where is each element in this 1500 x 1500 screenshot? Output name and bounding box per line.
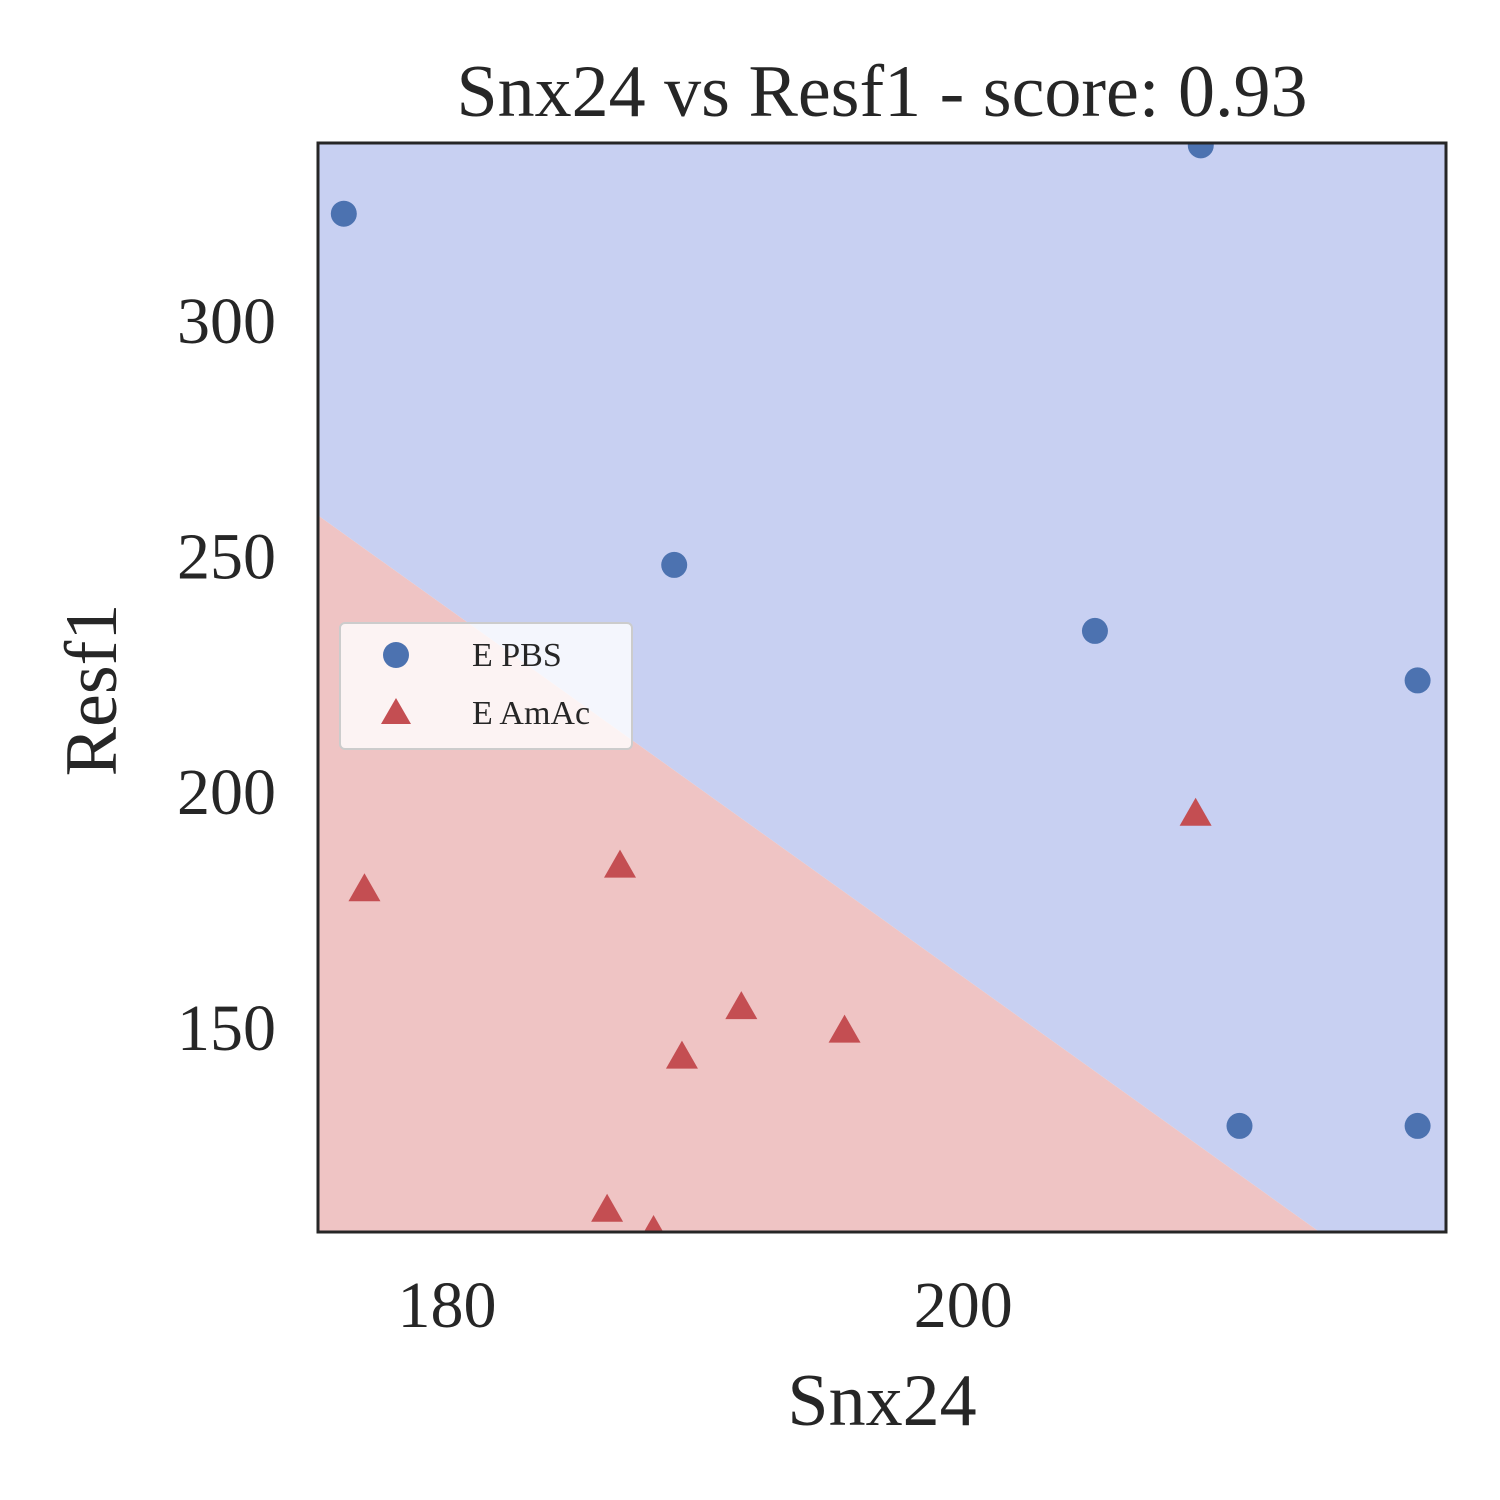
amac-point-6: [1179, 797, 1212, 826]
chart-title: Snx24 vs Resf1 - score: 0.93: [457, 51, 1308, 133]
y-tick-label-150: 150: [177, 992, 276, 1065]
pbs-point-4: [1187, 143, 1214, 159]
legend: E PBS E AmAc: [339, 622, 633, 750]
plot-frame: [316, 141, 1448, 1234]
legend-label-e-amac: E AmAc: [472, 695, 590, 732]
amac-point-1: [348, 873, 381, 902]
x-axis-ticks: 180 200: [398, 1269, 1013, 1342]
pbs-point-6: [1404, 667, 1431, 694]
region-e-amac: [318, 515, 1320, 1232]
region-e-pbs: [318, 143, 1446, 1232]
pbs-point-2: [661, 551, 688, 578]
legend-box: [339, 622, 633, 750]
amac-point-7: [591, 1193, 624, 1222]
points-layer: [330, 143, 1431, 1232]
amac-point-4: [725, 991, 758, 1020]
amac-point-3: [665, 1040, 698, 1069]
pbs-point-3: [1081, 617, 1108, 644]
y-tick-label-250: 250: [177, 521, 276, 594]
x-tick-label-200: 200: [914, 1269, 1013, 1342]
pbs-point-5: [1226, 1112, 1253, 1139]
y-tick-label-300: 300: [177, 285, 276, 358]
pbs-point-1: [330, 200, 357, 227]
x-axis-label: Snx24: [787, 1360, 976, 1442]
y-tick-label-200: 200: [177, 756, 276, 829]
pbs-point-7: [1404, 1112, 1431, 1139]
y-axis-ticks: 150 200 250 300: [177, 285, 276, 1065]
amac-point-5: [828, 1014, 861, 1043]
legend-label-e-pbs: E PBS: [472, 637, 562, 674]
x-tick-label-180: 180: [398, 1269, 497, 1342]
y-axis-label: Resf1: [51, 604, 133, 777]
amac-point-2: [604, 849, 637, 878]
legend-triangle-marker: [381, 698, 411, 724]
legend-circle-marker: [383, 642, 409, 668]
amac-point-8: [643, 1215, 664, 1232]
